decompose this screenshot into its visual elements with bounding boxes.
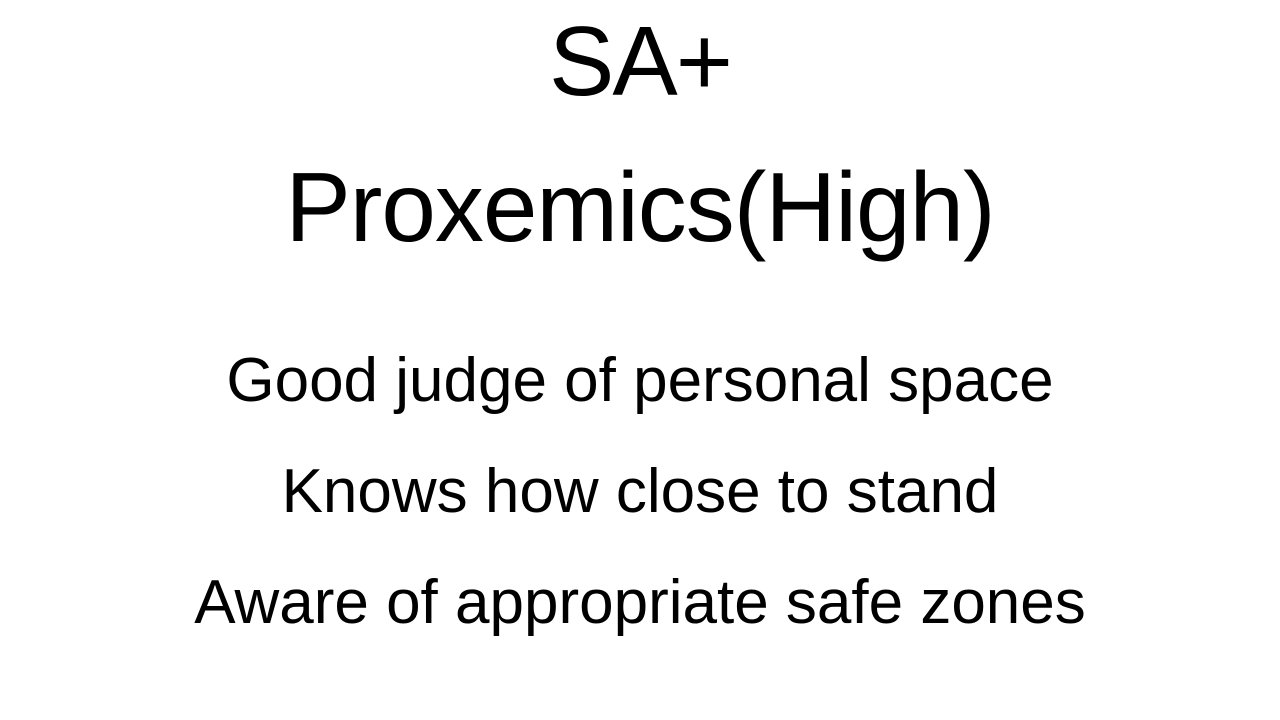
body-text-line-1: Good judge of personal space (226, 346, 1054, 415)
body-text-line-3: Aware of appropriate safe zones (194, 568, 1086, 637)
slide-title-line-1: SA+ (549, 6, 733, 116)
body-text-line-2: Knows how close to stand (281, 457, 999, 526)
slide-title-line-2: Proxemics(High) (285, 152, 995, 262)
